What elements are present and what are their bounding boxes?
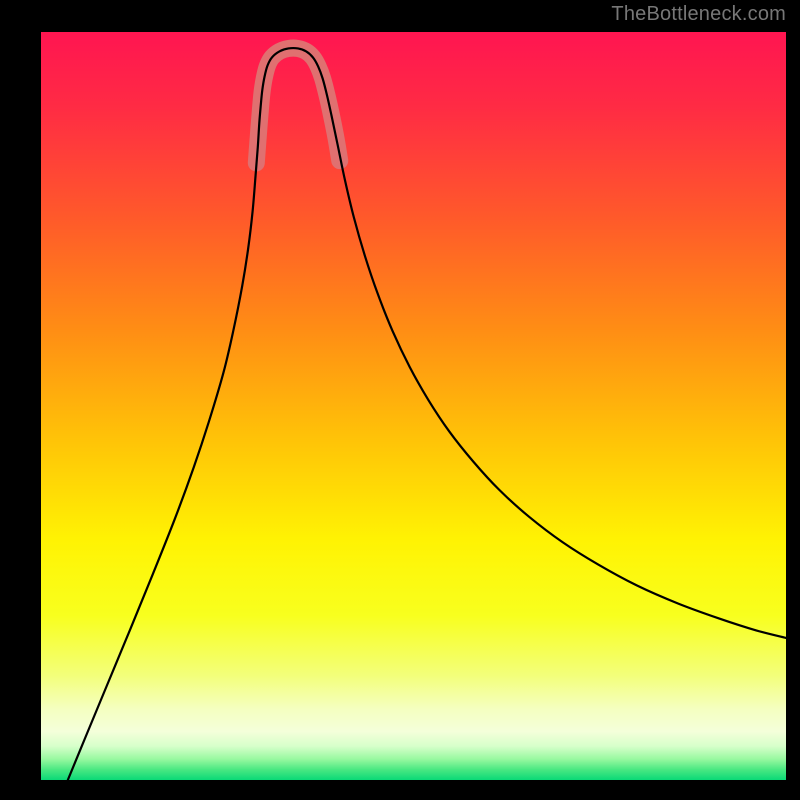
gradient-background [41,32,786,780]
chart-svg [41,32,786,780]
plot-area [41,32,786,780]
watermark-text: TheBottleneck.com [611,3,786,26]
